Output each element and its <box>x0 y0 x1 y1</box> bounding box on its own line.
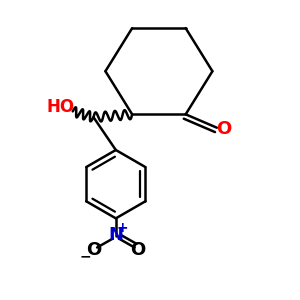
Text: N: N <box>108 226 123 244</box>
Text: O: O <box>86 242 101 260</box>
Text: −: − <box>80 249 91 263</box>
Text: O: O <box>216 120 231 138</box>
Text: O: O <box>130 242 146 260</box>
Text: HO: HO <box>47 98 75 116</box>
Text: +: + <box>116 221 128 235</box>
